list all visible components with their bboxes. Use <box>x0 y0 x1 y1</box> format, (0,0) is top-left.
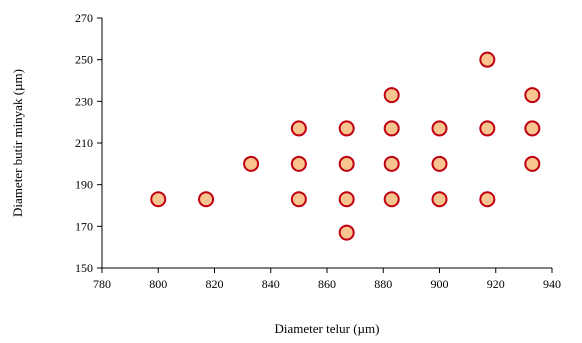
data-point <box>431 120 448 137</box>
data-point <box>290 120 307 137</box>
data-point <box>383 120 400 137</box>
data-point <box>290 155 307 172</box>
y-tick-label: 230 <box>75 94 93 108</box>
x-tick-label: 940 <box>543 277 561 291</box>
data-point <box>383 191 400 208</box>
data-point <box>150 191 167 208</box>
y-tick-label: 150 <box>75 261 93 275</box>
data-point <box>290 191 307 208</box>
x-tick-label: 840 <box>262 277 280 291</box>
data-point <box>479 120 496 137</box>
data-point <box>383 155 400 172</box>
data-point <box>243 155 260 172</box>
data-point <box>431 155 448 172</box>
data-point <box>524 120 541 137</box>
x-tick-label: 780 <box>93 277 111 291</box>
data-point <box>198 191 215 208</box>
data-point <box>383 87 400 104</box>
data-point <box>338 224 355 241</box>
x-axis-title: Diameter telur (µm) <box>275 321 380 336</box>
data-point <box>431 191 448 208</box>
y-axis-title: Diameter butir minyak (µm) <box>10 69 25 217</box>
x-tick-label: 880 <box>374 277 392 291</box>
data-points <box>150 51 541 241</box>
x-ticks: 780 800 820 840 860 880 900 920 940 <box>93 268 561 291</box>
x-tick-label: 900 <box>431 277 449 291</box>
data-point <box>479 191 496 208</box>
x-tick-label: 820 <box>206 277 224 291</box>
y-tick-label: 270 <box>75 11 93 25</box>
x-tick-label: 860 <box>318 277 336 291</box>
y-tick-label: 210 <box>75 136 93 150</box>
x-tick-label: 800 <box>149 277 167 291</box>
data-point <box>524 87 541 104</box>
y-ticks: 150 170 190 210 230 250 270 <box>75 11 102 275</box>
y-tick-label: 250 <box>75 53 93 67</box>
data-point <box>524 155 541 172</box>
y-tick-label: 190 <box>75 178 93 192</box>
y-tick-label: 170 <box>75 219 93 233</box>
data-point <box>338 191 355 208</box>
data-point <box>479 51 496 68</box>
data-point <box>338 120 355 137</box>
data-point <box>338 155 355 172</box>
x-tick-label: 920 <box>487 277 505 291</box>
